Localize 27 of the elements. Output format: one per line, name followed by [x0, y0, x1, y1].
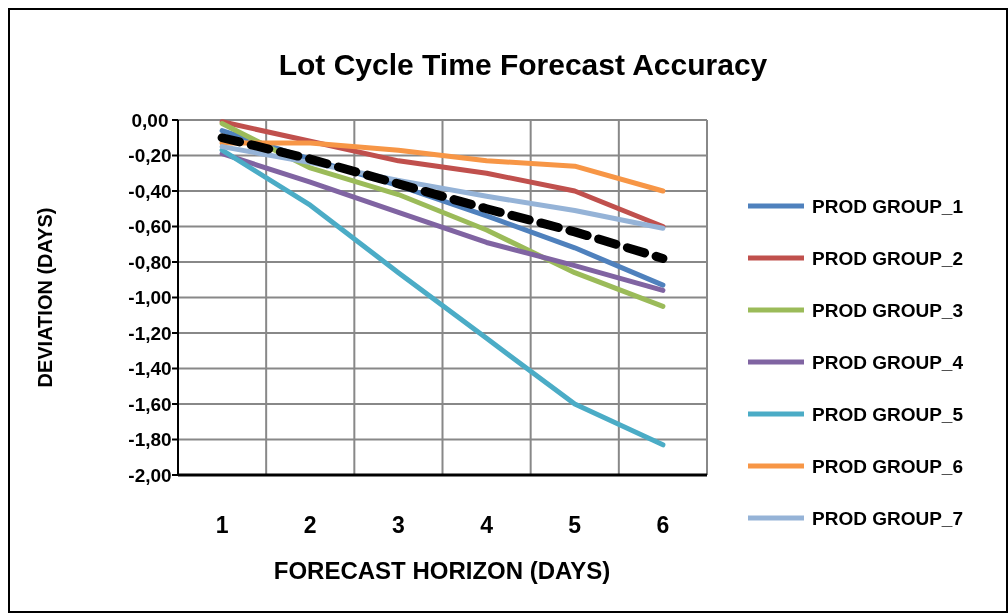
legend-label: PROD GROUP_2	[812, 247, 963, 269]
x-tick-label: 6	[656, 512, 670, 538]
y-tick-label: -1,80	[128, 429, 172, 451]
y-tick-label: -1,00	[128, 287, 172, 309]
x-tick-label: 4	[480, 512, 494, 538]
y-tick-label: -0,80	[128, 251, 172, 273]
x-tick-label: 2	[303, 512, 317, 538]
y-tick-label: -1,20	[128, 322, 172, 344]
y-tick-label: -2,00	[128, 464, 172, 486]
y-tick-label: -1,40	[128, 358, 172, 380]
y-tick-label: 0,00	[131, 109, 169, 131]
legend-label: PROD GROUP_1	[812, 195, 964, 217]
y-tick-label: -0,20	[128, 145, 172, 167]
legend-label: PROD GROUP_4	[812, 351, 964, 373]
legend-label: PROD GROUP_3	[812, 299, 963, 321]
legend-label: PROD GROUP_5	[812, 403, 964, 425]
legend-label: PROD GROUP_7	[812, 507, 963, 529]
y-tick-label: -0,60	[128, 216, 172, 238]
x-tick-label: 3	[392, 512, 405, 538]
y-axis-title: DEVIATION (DAYS)	[34, 207, 56, 388]
y-tick-label: -1,60	[128, 393, 172, 415]
y-tick-label: -0,40	[128, 180, 172, 202]
x-tick-label: 5	[568, 512, 582, 538]
chart-title: Lot Cycle Time Forecast Accuracy	[278, 48, 768, 81]
x-axis-title: FORECAST HORIZON (DAYS)	[273, 557, 611, 584]
x-tick-label: 1	[215, 512, 229, 538]
legend-label: PROD GROUP_6	[812, 455, 963, 477]
